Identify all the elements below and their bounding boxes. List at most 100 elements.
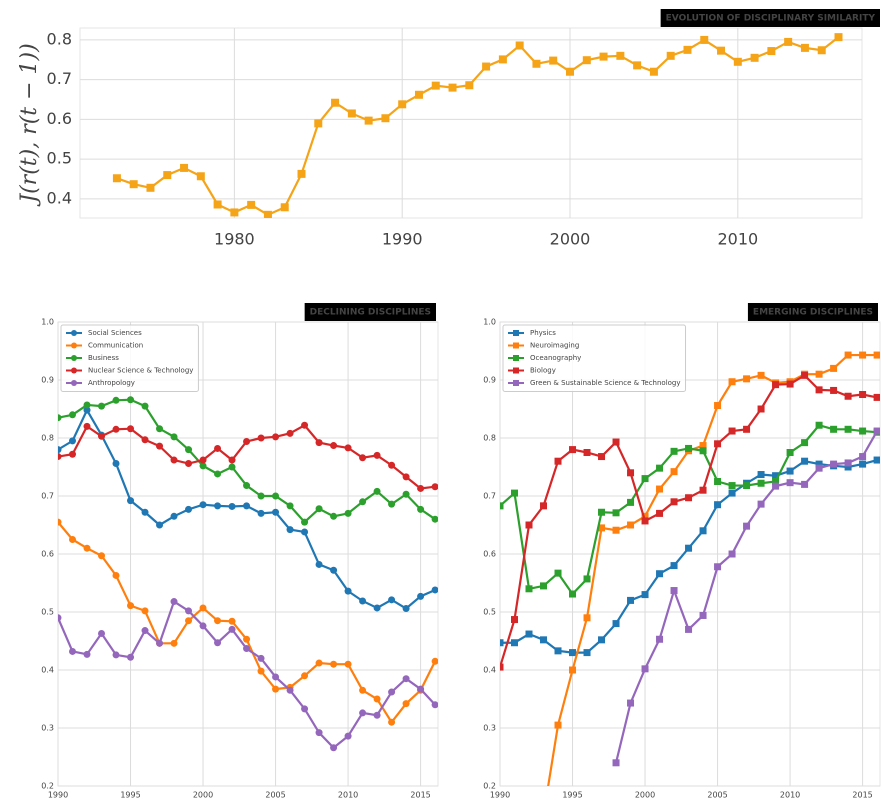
marker [830,364,838,372]
y-tick-label: 1.0 [41,318,54,327]
marker [498,55,507,64]
marker [815,464,823,472]
x-tick-label: 2005 [707,791,727,800]
marker [185,505,193,513]
y-axis-label: J(r(t), r(t − 1)) [17,43,42,206]
marker [743,482,751,490]
marker [214,444,222,452]
marker [69,450,77,458]
marker [699,447,707,455]
marker [598,453,606,461]
marker [230,208,239,217]
marker [569,590,577,598]
marker [772,482,780,490]
marker [359,597,367,605]
marker [656,509,664,517]
marker [301,518,309,526]
marker [448,83,457,92]
marker [146,183,155,192]
marker [666,51,675,60]
marker [272,508,280,516]
marker [280,203,289,212]
marker [649,67,658,76]
marker [180,163,189,172]
marker [554,569,562,577]
legend-marker [513,367,519,374]
marker [670,562,678,570]
marker [185,607,193,615]
marker [402,473,410,481]
marker [728,489,736,497]
marker [156,425,164,433]
marker [569,666,577,674]
marker [185,617,193,625]
marker [540,636,548,644]
x-tick-label: 1995 [120,791,140,800]
marker [98,402,106,410]
marker [286,686,294,694]
marker [627,498,635,506]
marker [315,505,323,513]
marker [656,485,664,493]
marker [757,405,765,413]
marker [815,460,823,468]
legend-frame [60,324,199,392]
y-tick-label: 0.4 [47,188,72,207]
marker [511,639,519,647]
marker [272,492,280,500]
x-tick-label: 1990 [48,791,68,800]
x-tick-label: 2010 [338,791,358,800]
marker [511,616,519,624]
marker [359,498,367,506]
marker [699,527,707,535]
legend-marker [71,355,77,361]
legend-marker [71,330,77,336]
marker [699,442,707,450]
marker [129,180,138,189]
marker [359,686,367,694]
marker [844,459,852,467]
marker [243,635,251,643]
marker [83,544,91,552]
marker [641,475,649,483]
marker [641,517,649,525]
marker [873,427,880,435]
marker [141,436,149,444]
marker [381,114,390,123]
marker [141,508,149,516]
marker [344,444,352,452]
legend-label: Neuroimaging [530,342,579,350]
marker [127,653,135,661]
legend-label: Business [88,354,119,362]
marker [58,518,62,526]
marker [784,37,793,46]
y-tick-label: 0.3 [41,724,54,733]
marker [431,515,438,523]
marker [185,446,193,454]
marker [873,393,880,401]
marker [772,381,780,389]
marker [757,479,765,487]
marker [417,592,425,600]
marker [685,444,693,452]
legend-label: Anthropology [88,379,135,387]
marker [685,494,693,502]
marker [286,429,294,437]
marker [315,659,323,667]
marker [373,604,381,612]
marker [750,53,759,62]
marker [83,650,91,658]
marker [402,490,410,498]
y-tick-label: 1.0 [483,318,496,327]
marker [598,524,606,532]
marker [199,622,207,630]
marker [815,386,823,394]
marker [127,602,135,610]
marker [656,570,664,578]
marker [156,639,164,647]
marker [834,33,843,42]
y-tick-label: 0.2 [41,782,54,791]
marker [402,675,410,683]
marker [127,396,135,404]
